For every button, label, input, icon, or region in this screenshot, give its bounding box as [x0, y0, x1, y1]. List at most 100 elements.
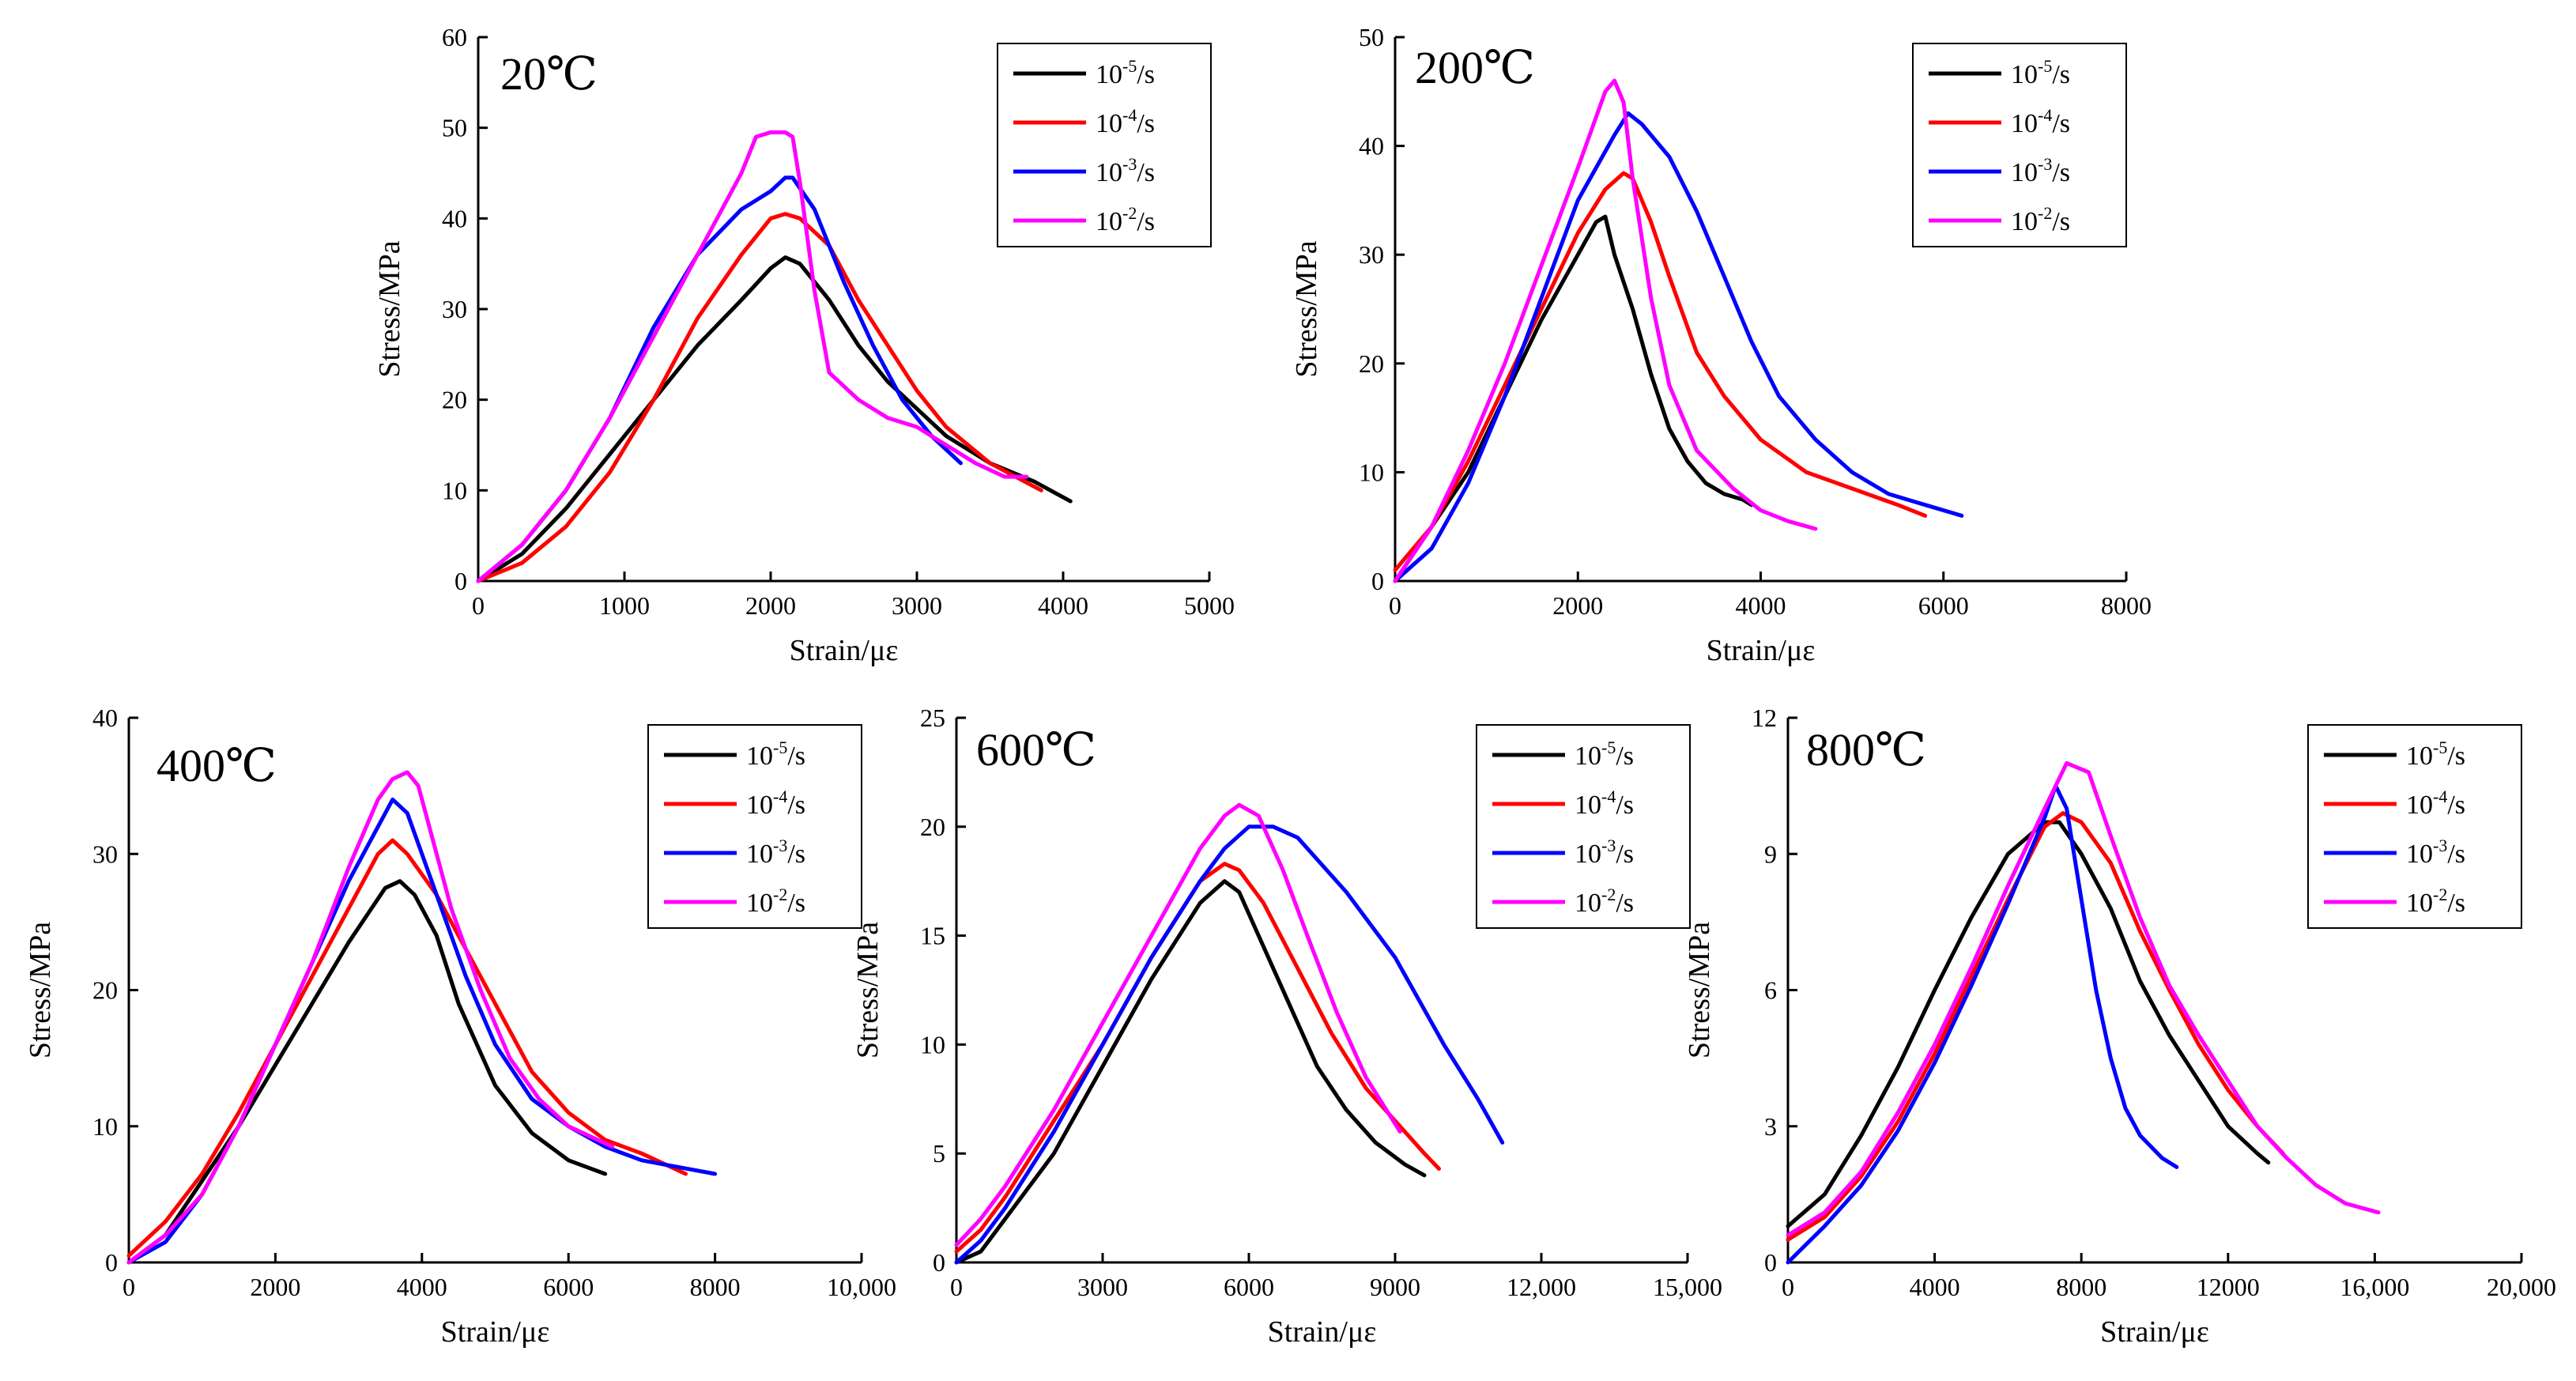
panel-1-series-2-line	[476, 212, 1043, 583]
panel-1-x-tick-label: 2000	[745, 591, 796, 620]
panel-1-title: 20℃	[500, 48, 598, 100]
panel-2-y-axis-title: Stress/MPa	[1290, 240, 1323, 377]
panel-2-legend-label-4: 10-2/s	[2011, 203, 2070, 236]
panel-5-series-4-line	[1786, 760, 2381, 1237]
panel-5-x-axis-title: Strain/με	[2100, 1315, 2209, 1349]
panel-2-x-axis-title: Strain/με	[1707, 634, 1816, 667]
panel-2-y-tick-label: 40	[1359, 132, 1384, 160]
panel-2-y-tick-label: 10	[1359, 458, 1384, 486]
panel-2-y-tick-label: 0	[1371, 567, 1384, 595]
panel-5-legend-label-3: 10-3/s	[2406, 836, 2465, 869]
panel-4-y-tick-label: 5	[933, 1139, 945, 1168]
panel-4-y-tick-label: 25	[920, 704, 945, 732]
panel-1-series-4-line	[476, 130, 1029, 583]
panel-1-y-tick-label: 0	[454, 567, 467, 595]
panel-1-legend-label-3: 10-3/s	[1096, 154, 1155, 187]
panel-1-x-tick-label: 5000	[1184, 591, 1235, 620]
panel-4-series-3-line	[954, 824, 1505, 1265]
panel-3-x-tick-label: 6000	[543, 1273, 594, 1301]
panel-5-y-tick-label: 12	[1752, 704, 1777, 732]
panel-4-y-tick-label: 10	[920, 1030, 945, 1058]
panel-3-x-tick-label: 8000	[690, 1273, 741, 1301]
panel-2-y-tick-label: 30	[1359, 240, 1384, 269]
panel-5-legend-label-4: 10-2/s	[2406, 885, 2465, 918]
panel-2-legend-label-3: 10-3/s	[2011, 154, 2070, 187]
panel-1-x-axis-title: Strain/με	[790, 634, 899, 667]
panel-2-legend-label-1: 10-5/s	[2011, 56, 2070, 89]
panel-1-legend-box	[997, 43, 1212, 247]
panel-5-title: 800℃	[1806, 724, 1926, 775]
panel-2-series-2-line	[1393, 171, 1928, 572]
panel-2-legend-box	[1912, 43, 2127, 247]
panel-3-legend-label-2: 10-4/s	[746, 787, 805, 820]
panel-1-y-tick-label: 60	[442, 23, 467, 51]
panel-5-y-tick-label: 0	[1764, 1248, 1777, 1277]
panel-4-legend-box	[1476, 724, 1691, 929]
panel-1-y-tick-label: 20	[442, 386, 467, 414]
panel-2-series-3-line	[1393, 111, 1964, 583]
panel-5-legend-label-2: 10-4/s	[2406, 787, 2465, 820]
panel-1-y-tick-label: 40	[442, 204, 467, 232]
panel-4-series-2-line	[954, 862, 1441, 1254]
panel-2-x-tick-label: 2000	[1552, 591, 1603, 620]
panel-4-x-tick-label: 6000	[1224, 1273, 1274, 1301]
panel-3-y-tick-label: 20	[92, 976, 118, 1005]
panel-5-x-tick-label: 20,000	[2487, 1273, 2556, 1301]
panel-5-legend-box	[2307, 724, 2522, 929]
panel-3-x-tick-label: 2000	[250, 1273, 300, 1301]
panel-2-x-tick-label: 0	[1389, 591, 1401, 620]
panel-3-x-tick-label: 4000	[397, 1273, 447, 1301]
panel-4-x-tick-label: 15,000	[1653, 1273, 1722, 1301]
panel-1-y-tick-label: 10	[442, 476, 467, 504]
panel-4-x-tick-label: 3000	[1077, 1273, 1128, 1301]
panel-3-y-tick-label: 10	[92, 1112, 118, 1141]
panel-2-legend-label-2: 10-4/s	[2011, 105, 2070, 138]
panel-4-x-tick-label: 0	[950, 1273, 963, 1301]
panel-5-y-tick-label: 3	[1764, 1112, 1777, 1141]
panel-1-series-1-line	[476, 255, 1073, 583]
panel-4-title: 600℃	[976, 724, 1096, 775]
panel-4-x-tick-label: 9000	[1370, 1273, 1420, 1301]
panel-1-series-3-line	[476, 175, 963, 583]
panel-4-y-tick-label: 15	[920, 922, 945, 950]
panel-5-x-tick-label: 0	[1782, 1273, 1794, 1301]
panel-4-x-tick-label: 12,000	[1507, 1273, 1576, 1301]
panel-1-x-tick-label: 3000	[892, 591, 942, 620]
panel-3-x-tick-label: 0	[123, 1273, 135, 1301]
panel-3-legend-label-4: 10-2/s	[746, 885, 805, 918]
panel-3-legend-label-1: 10-5/s	[746, 738, 805, 771]
panel-3-y-tick-label: 0	[105, 1248, 118, 1277]
panel-2-x-tick-label: 6000	[1918, 591, 1969, 620]
panel-5-x-tick-label: 16,000	[2340, 1273, 2409, 1301]
panel-3-y-axis-title: Stress/MPa	[24, 922, 57, 1058]
panel-2-series-4-line	[1393, 78, 1818, 583]
panel-5-legend-label-1: 10-5/s	[2406, 738, 2465, 771]
panel-2-y-tick-label: 20	[1359, 349, 1384, 378]
panel-3-legend-box	[647, 724, 862, 929]
panel-1-x-tick-label: 4000	[1038, 591, 1088, 620]
panel-2-series-1-line	[1393, 214, 1754, 583]
panel-4-legend-label-4: 10-2/s	[1575, 885, 1634, 918]
panel-1-legend-label-1: 10-5/s	[1096, 56, 1155, 89]
panel-5-x-tick-label: 4000	[1910, 1273, 1960, 1301]
panel-4-legend-label-3: 10-3/s	[1575, 836, 1634, 869]
panel-5-x-tick-label: 8000	[2056, 1273, 2106, 1301]
panel-5-series-2-line	[1786, 811, 2285, 1242]
panel-3-x-tick-label: 10,000	[827, 1273, 896, 1301]
panel-4-x-axis-title: Strain/με	[1268, 1315, 1377, 1349]
panel-4-series-4-line	[954, 802, 1402, 1247]
panel-2-title: 200℃	[1415, 42, 1535, 93]
panel-1-y-tick-label: 30	[442, 295, 467, 323]
panel-5-series-1-line	[1786, 820, 2271, 1228]
panel-4-y-tick-label: 20	[920, 813, 945, 841]
panel-4-legend-label-2: 10-4/s	[1575, 787, 1634, 820]
panel-1-x-tick-label: 0	[472, 591, 485, 620]
panel-5-y-tick-label: 9	[1764, 840, 1777, 868]
panel-5-y-axis-title: Stress/MPa	[1683, 922, 1716, 1058]
panel-1-y-tick-label: 50	[442, 114, 467, 142]
panel-3-y-tick-label: 30	[92, 840, 118, 868]
panel-5-x-tick-label: 12000	[2197, 1273, 2260, 1301]
panel-3-series-2-line	[126, 838, 688, 1258]
